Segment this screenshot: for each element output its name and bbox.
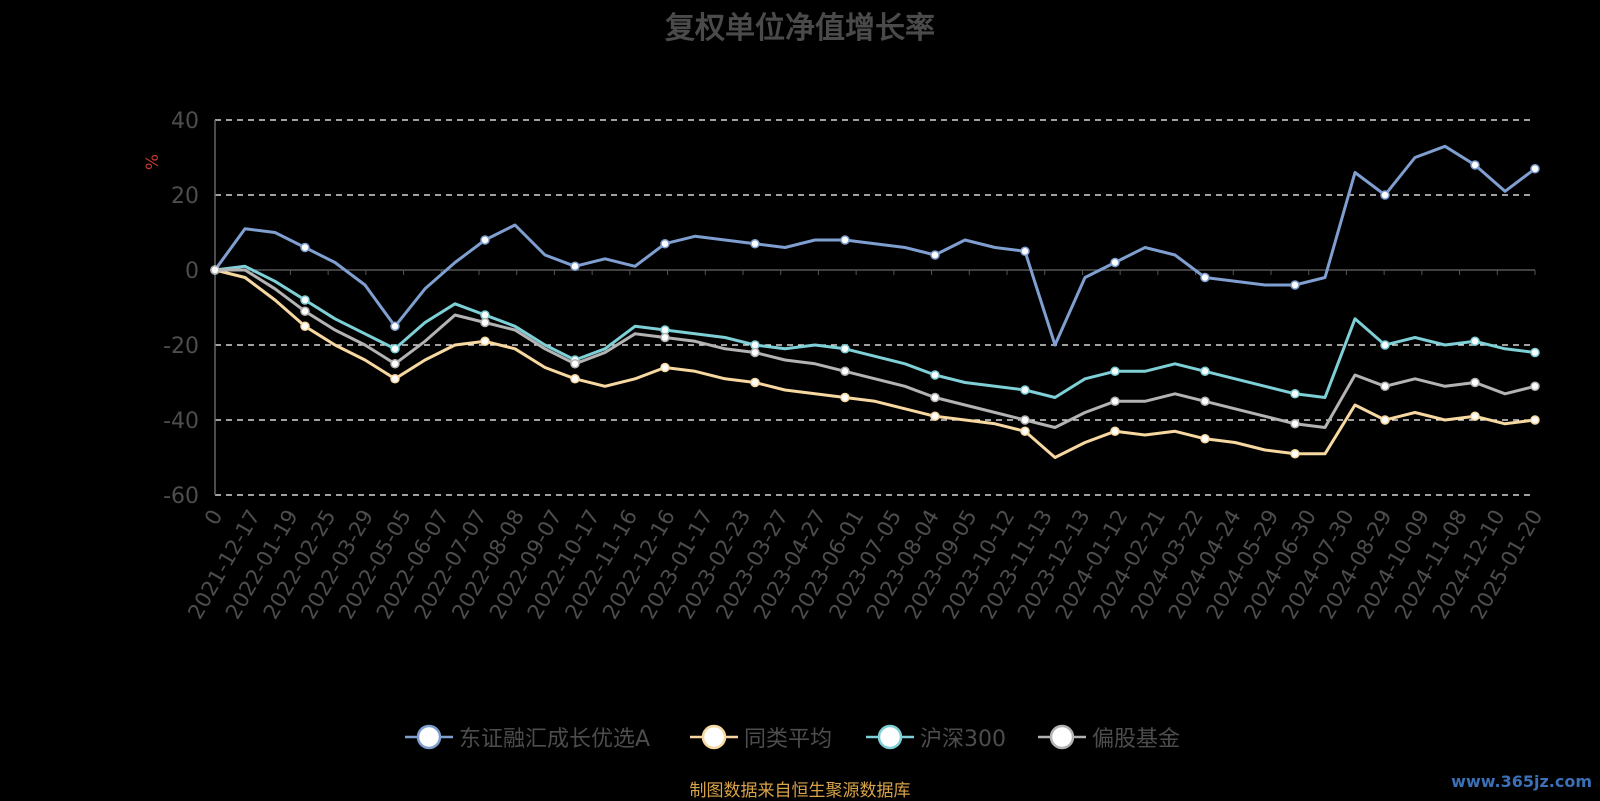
legend-label: 东证融汇成长优选A (459, 727, 651, 752)
series-point (1380, 340, 1390, 350)
watermark: www.365jz.com (1451, 772, 1592, 791)
legend-marker (405, 724, 453, 750)
series-point (1470, 160, 1480, 170)
series-point (1290, 280, 1300, 290)
series-point (210, 265, 220, 275)
series-line-1 (213, 144, 1536, 347)
series-point (840, 392, 850, 403)
series-point (1380, 415, 1390, 425)
series-point (570, 261, 580, 271)
legend-label: 沪深300 (920, 727, 1006, 752)
series-point (1470, 377, 1480, 388)
legend-label: 偏股基金 (1092, 727, 1181, 752)
legend-marker (866, 724, 914, 750)
series-point (1380, 190, 1390, 200)
series-point (570, 359, 580, 369)
legend-marker (1038, 724, 1086, 750)
series-point (750, 239, 760, 249)
series-point (300, 242, 310, 253)
series-point (480, 235, 490, 245)
x-tick-label: 0 (200, 506, 227, 530)
legend-marker (690, 724, 738, 750)
series-point (1020, 426, 1030, 436)
series-point (1200, 272, 1210, 283)
series-line-4 (215, 268, 1536, 429)
series-point (1020, 385, 1030, 395)
y-tick-label: 40 (171, 109, 199, 134)
series-point (750, 347, 760, 358)
legend-item[interactable]: 东证融汇成长优选A (405, 720, 650, 754)
legend-item[interactable]: 沪深300 (866, 720, 1006, 754)
series-point (1530, 347, 1540, 358)
series-point (1470, 336, 1480, 346)
series-point (1110, 366, 1120, 376)
series-point (390, 321, 400, 331)
series-point (930, 392, 940, 403)
series-point (1020, 415, 1030, 425)
legend-item[interactable]: 同类平均 (690, 720, 832, 754)
series-point (1470, 411, 1480, 421)
legend-item[interactable]: 偏股基金 (1038, 720, 1180, 754)
series-point (390, 374, 400, 384)
series-point (1200, 434, 1210, 444)
series-point (840, 366, 850, 376)
series-point (1290, 419, 1300, 429)
series-point (840, 235, 850, 245)
y-tick-label: -20 (163, 334, 199, 359)
series-point (660, 239, 670, 249)
series-point (1530, 381, 1540, 391)
chart-legend: 东证融汇成长优选A 同类平均 沪深300 偏股基金 (0, 720, 1600, 754)
chart-title: 复权单位净值增长率 (665, 11, 935, 46)
series-point (1530, 164, 1540, 174)
series-point (1110, 396, 1120, 406)
series-point (570, 374, 580, 384)
y-tick-label: 20 (171, 184, 199, 209)
series-line-2 (214, 268, 1536, 459)
series-point (660, 332, 670, 343)
series-point (930, 411, 940, 421)
series-point (480, 317, 490, 328)
y-tick-label: 0 (185, 259, 199, 284)
legend-label: 同类平均 (744, 727, 833, 752)
y-axis-label: % (143, 154, 163, 170)
y-tick-label: -40 (163, 409, 199, 434)
series-point (300, 295, 310, 305)
y-tick-label: -60 (163, 484, 199, 509)
series-point (390, 344, 400, 354)
series-point (480, 336, 490, 346)
series-point (300, 321, 310, 331)
series-point (660, 362, 670, 373)
series-point (1290, 389, 1300, 399)
series-point (1290, 449, 1300, 459)
series-point (390, 359, 400, 369)
series-point (1020, 246, 1030, 256)
series-point (1380, 381, 1390, 391)
series-point (840, 344, 850, 354)
series-point (1200, 396, 1210, 406)
series-line-3 (214, 264, 1536, 399)
series-point (300, 306, 310, 316)
series-point (1110, 257, 1120, 268)
source-note: 制图数据来自恒生聚源数据库 (689, 781, 911, 801)
series-point (1530, 415, 1540, 425)
series-point (930, 370, 940, 380)
series-point (1110, 426, 1120, 436)
series-point (750, 377, 760, 388)
series-point (1200, 366, 1210, 376)
series-point (930, 250, 940, 260)
